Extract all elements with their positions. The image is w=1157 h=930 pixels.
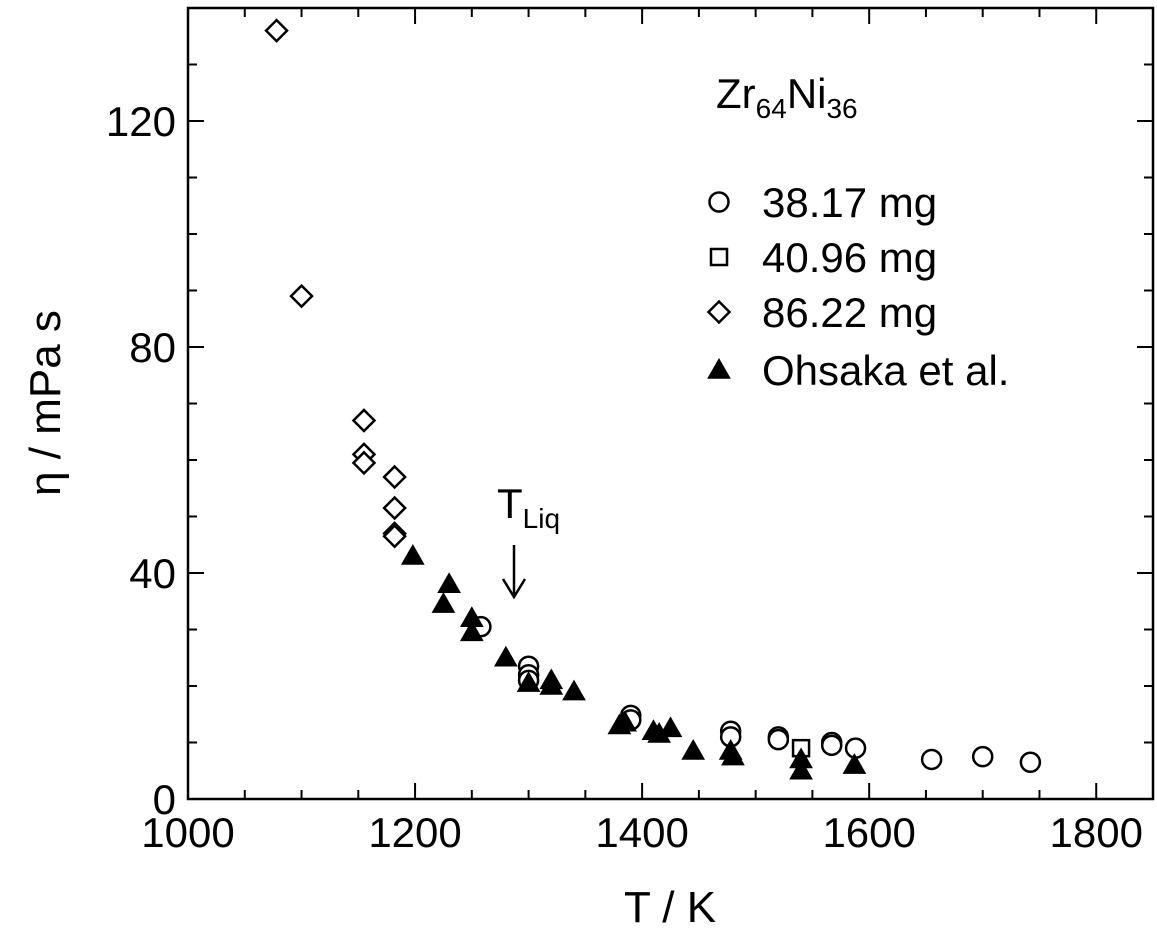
composition-mid: Ni bbox=[787, 70, 827, 117]
data-point bbox=[382, 524, 407, 549]
legend-label: 86.22 mg bbox=[762, 289, 937, 336]
data-point bbox=[562, 679, 586, 701]
data-point bbox=[351, 408, 377, 433]
legend-label: 38.17 mg bbox=[762, 179, 937, 226]
data-point bbox=[539, 673, 564, 695]
y-tick-label: 120 bbox=[106, 98, 176, 145]
data-point bbox=[382, 464, 407, 490]
data-point bbox=[971, 745, 994, 768]
data-point bbox=[658, 716, 683, 738]
data-point bbox=[789, 758, 813, 780]
legend-marker bbox=[708, 191, 730, 213]
data-point bbox=[613, 710, 637, 732]
data-point bbox=[431, 592, 456, 613]
data-point bbox=[767, 728, 790, 751]
x-axis-label: T / K bbox=[624, 883, 716, 930]
data-point bbox=[844, 737, 867, 759]
x-tick-label: 1600 bbox=[822, 809, 915, 856]
x-tick-label: 1200 bbox=[368, 809, 461, 856]
data-point bbox=[842, 753, 867, 774]
data-point bbox=[516, 671, 541, 692]
t-liq-sub: Liq bbox=[523, 503, 560, 534]
t-liq-arrow-head bbox=[501, 578, 527, 600]
legend-marker bbox=[707, 357, 731, 379]
data-point bbox=[494, 645, 518, 667]
data-point bbox=[721, 744, 745, 766]
legend-marker bbox=[706, 299, 732, 325]
tick-labels: 1000 1200 1400 1600 1800 0 40 80 120 bbox=[106, 98, 1143, 856]
data-point bbox=[1019, 751, 1042, 774]
data-point bbox=[920, 748, 943, 771]
legend-label: Ohsaka et al. bbox=[762, 347, 1009, 394]
data-point bbox=[351, 450, 377, 476]
t-liq-annotation: TLiq bbox=[497, 480, 560, 600]
x-tick-label: 1000 bbox=[141, 809, 234, 856]
composition-label: Zr64Ni36 bbox=[716, 70, 858, 124]
data-points bbox=[264, 18, 1042, 780]
x-tick-label: 1800 bbox=[1050, 809, 1143, 856]
t-liq-label: TLiq bbox=[497, 480, 560, 534]
legend-label: 40.96 mg bbox=[762, 234, 937, 281]
data-point bbox=[681, 738, 706, 760]
data-point bbox=[400, 544, 425, 565]
composition-sub1: 64 bbox=[756, 93, 787, 124]
y-axis-label: η / mPa s bbox=[21, 310, 70, 496]
legend-marker bbox=[709, 247, 729, 267]
composition-base: Zr bbox=[716, 70, 756, 117]
data-point bbox=[382, 495, 407, 521]
data-point bbox=[264, 18, 289, 43]
y-tick-label: 0 bbox=[153, 776, 176, 823]
legend: 38.17 mg 40.96 mg 86.22 mg Ohsaka et al. bbox=[706, 179, 1009, 394]
data-point bbox=[459, 620, 484, 642]
composition-sub2: 36 bbox=[826, 93, 857, 124]
y-tick-label: 80 bbox=[129, 324, 176, 371]
data-point bbox=[820, 734, 843, 757]
x-tick-label: 1400 bbox=[595, 809, 688, 856]
data-point bbox=[437, 572, 461, 594]
plot-frame bbox=[186, 6, 1155, 801]
data-point bbox=[289, 283, 314, 309]
t-liq-main: T bbox=[497, 480, 523, 527]
axis-ticks bbox=[187, 7, 1153, 800]
y-tick-label: 40 bbox=[129, 550, 176, 597]
